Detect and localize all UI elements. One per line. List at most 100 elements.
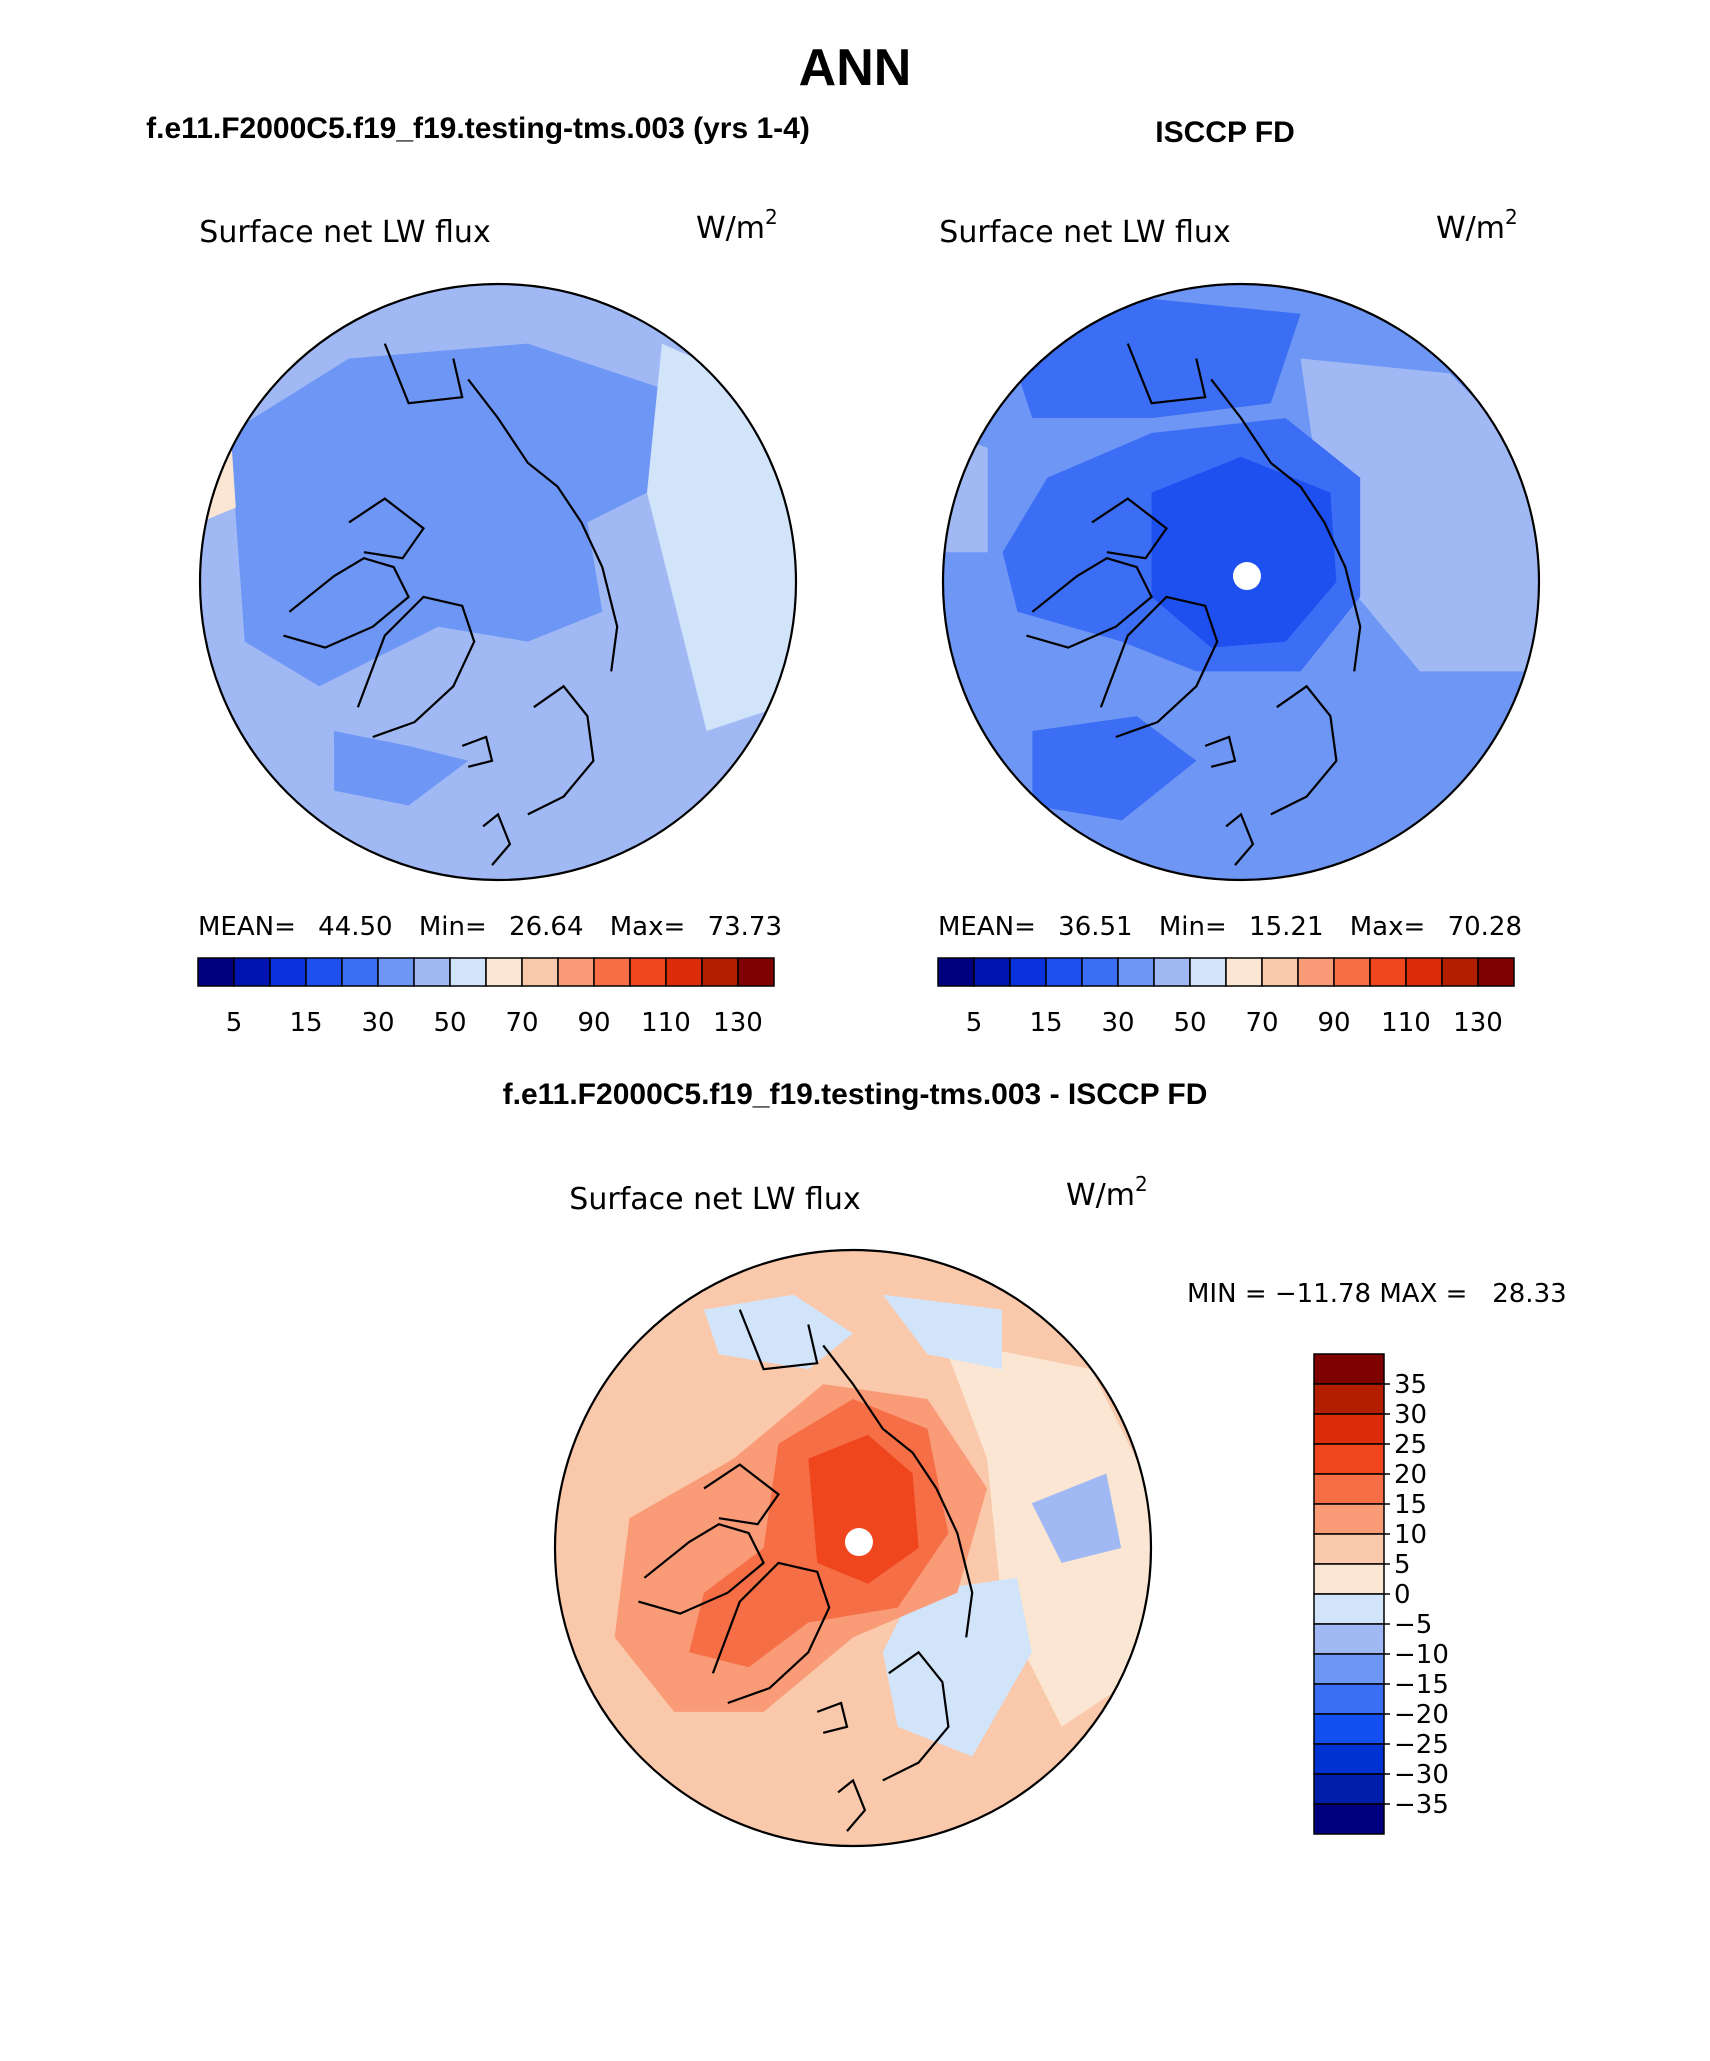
colorbar-label: 15: [289, 1008, 322, 1038]
colorbar-box: [1261, 957, 1299, 987]
obs-units-label: W/m2: [1436, 205, 1518, 246]
obs-colorbar: 5 15 30 50 70 90 110 130: [937, 957, 1515, 1038]
coastline: [816, 1701, 849, 1734]
colorbar-box: [521, 957, 559, 987]
model-panel-header: f.e11.F2000C5.f19_f19.testing-tms.003 (y…: [146, 112, 810, 145]
contour-region: [882, 1577, 1032, 1757]
colorbar-label: −5: [1394, 1610, 1432, 1640]
colorbar-label: 5: [966, 1008, 983, 1038]
colorbar-box: [1405, 957, 1443, 987]
coastline: [467, 378, 619, 672]
colorbar-box: [1441, 957, 1479, 987]
colorbar-box: [1313, 1473, 1385, 1505]
contour-region: [1002, 298, 1301, 419]
colorbar-box: [1313, 1503, 1385, 1535]
colorbar-label: 15: [1029, 1008, 1062, 1038]
coastline: [348, 497, 426, 560]
colorbar-box: [1225, 957, 1263, 987]
colorbar-box: [1153, 957, 1191, 987]
colorbar-label: 10: [1394, 1520, 1427, 1550]
obs-variable-label: Surface net LW flux: [939, 215, 1230, 250]
coastline: [1225, 812, 1255, 866]
model-max-value: 73.73: [708, 912, 782, 942]
colorbar-box: [1117, 957, 1155, 987]
model-min-value: 26.64: [509, 912, 583, 942]
colorbar-box: [1313, 1443, 1385, 1475]
map-boundary: [553, 1248, 1153, 1848]
map-boundary: [941, 282, 1541, 882]
model-mean-value: 44.50: [318, 912, 392, 942]
model-panel: Surface net LW flux W/m2 MEAN= 44.50 Min…: [197, 205, 798, 1038]
colorbar-label: −30: [1394, 1760, 1449, 1790]
coastlines: [638, 1309, 974, 1832]
colorbar-box: [1313, 1533, 1385, 1565]
colorbar-label: 0: [1394, 1580, 1411, 1610]
colorbar-label: 35: [1394, 1370, 1427, 1400]
colorbar-box: [973, 957, 1011, 987]
colorbar-box: [593, 957, 631, 987]
coastline: [383, 343, 464, 405]
coastline: [1204, 735, 1237, 768]
colorbar-box: [737, 957, 775, 987]
coastline: [482, 812, 512, 866]
contour-region: [334, 731, 469, 806]
contour-region: [882, 1294, 1002, 1370]
colorbar-label: 90: [577, 1008, 610, 1038]
coastline: [1270, 684, 1338, 816]
coastline: [283, 557, 410, 649]
coastline: [356, 595, 476, 739]
obs-mean-value: 36.51: [1058, 912, 1132, 942]
colorbar-box: [485, 957, 523, 987]
colorbar-label: 30: [1394, 1400, 1427, 1430]
model-variable-label: Surface net LW flux: [199, 215, 490, 250]
coastline: [837, 1778, 867, 1832]
colorbar-label: 15: [1394, 1490, 1427, 1520]
colorbar-box: [1313, 1623, 1385, 1655]
coastline: [638, 1523, 765, 1615]
colorbar-box: [377, 957, 415, 987]
model-units-base: W/m: [696, 211, 765, 246]
contour-region: [229, 343, 677, 687]
coastline: [711, 1561, 831, 1705]
colorbar-label: −15: [1394, 1670, 1449, 1700]
contour-region: [943, 433, 988, 553]
contour-region: [200, 418, 236, 523]
colorbar-box: [1313, 1383, 1385, 1415]
colorbar-box: [557, 957, 595, 987]
colorbar-box: [1009, 957, 1047, 987]
colorbar-box: [197, 957, 235, 987]
colorbar-box: [1333, 957, 1371, 987]
diff-polar-map: [553, 1248, 1153, 1848]
figure-title: ANN: [799, 39, 912, 97]
colorbar-box: [701, 957, 739, 987]
colorbar-box: [665, 957, 703, 987]
colorbar-box: [233, 957, 271, 987]
colorbar-box: [341, 957, 379, 987]
colorbar-box: [1297, 957, 1335, 987]
colorbar-label: 50: [433, 1008, 466, 1038]
coastlines: [1026, 343, 1362, 866]
model-min-label: Min=: [419, 912, 487, 942]
colorbar-label: −25: [1394, 1730, 1449, 1760]
pole-mask: [1232, 562, 1261, 591]
coastline: [1091, 497, 1169, 560]
coastline: [738, 1309, 819, 1371]
contour-region: [1151, 456, 1337, 648]
contour-region: [1032, 716, 1197, 821]
colorbar-label: 70: [1245, 1008, 1278, 1038]
model-colorbar: 5 15 30 50 70 90 110 130: [197, 957, 775, 1038]
obs-polar-map: [941, 282, 1541, 882]
contour-region: [808, 1434, 919, 1584]
model-stats: MEAN= 44.50 Min= 26.64 Max= 73.73: [198, 912, 782, 942]
colorbar-label: 130: [1453, 1008, 1503, 1038]
obs-stats: MEAN= 36.51 Min= 15.21 Max= 70.28: [938, 912, 1522, 942]
map-fill: [200, 284, 796, 880]
obs-units-base: W/m: [1436, 211, 1505, 246]
colorbar-label: 30: [1101, 1008, 1134, 1038]
obs-panel: Surface net LW flux W/m2 MEAN= 36.51 Min…: [937, 205, 1541, 1038]
colorbar-box: [1189, 957, 1227, 987]
colorbar-box: [1477, 957, 1515, 987]
colorbar-label: −20: [1394, 1700, 1449, 1730]
colorbar-box: [413, 957, 451, 987]
